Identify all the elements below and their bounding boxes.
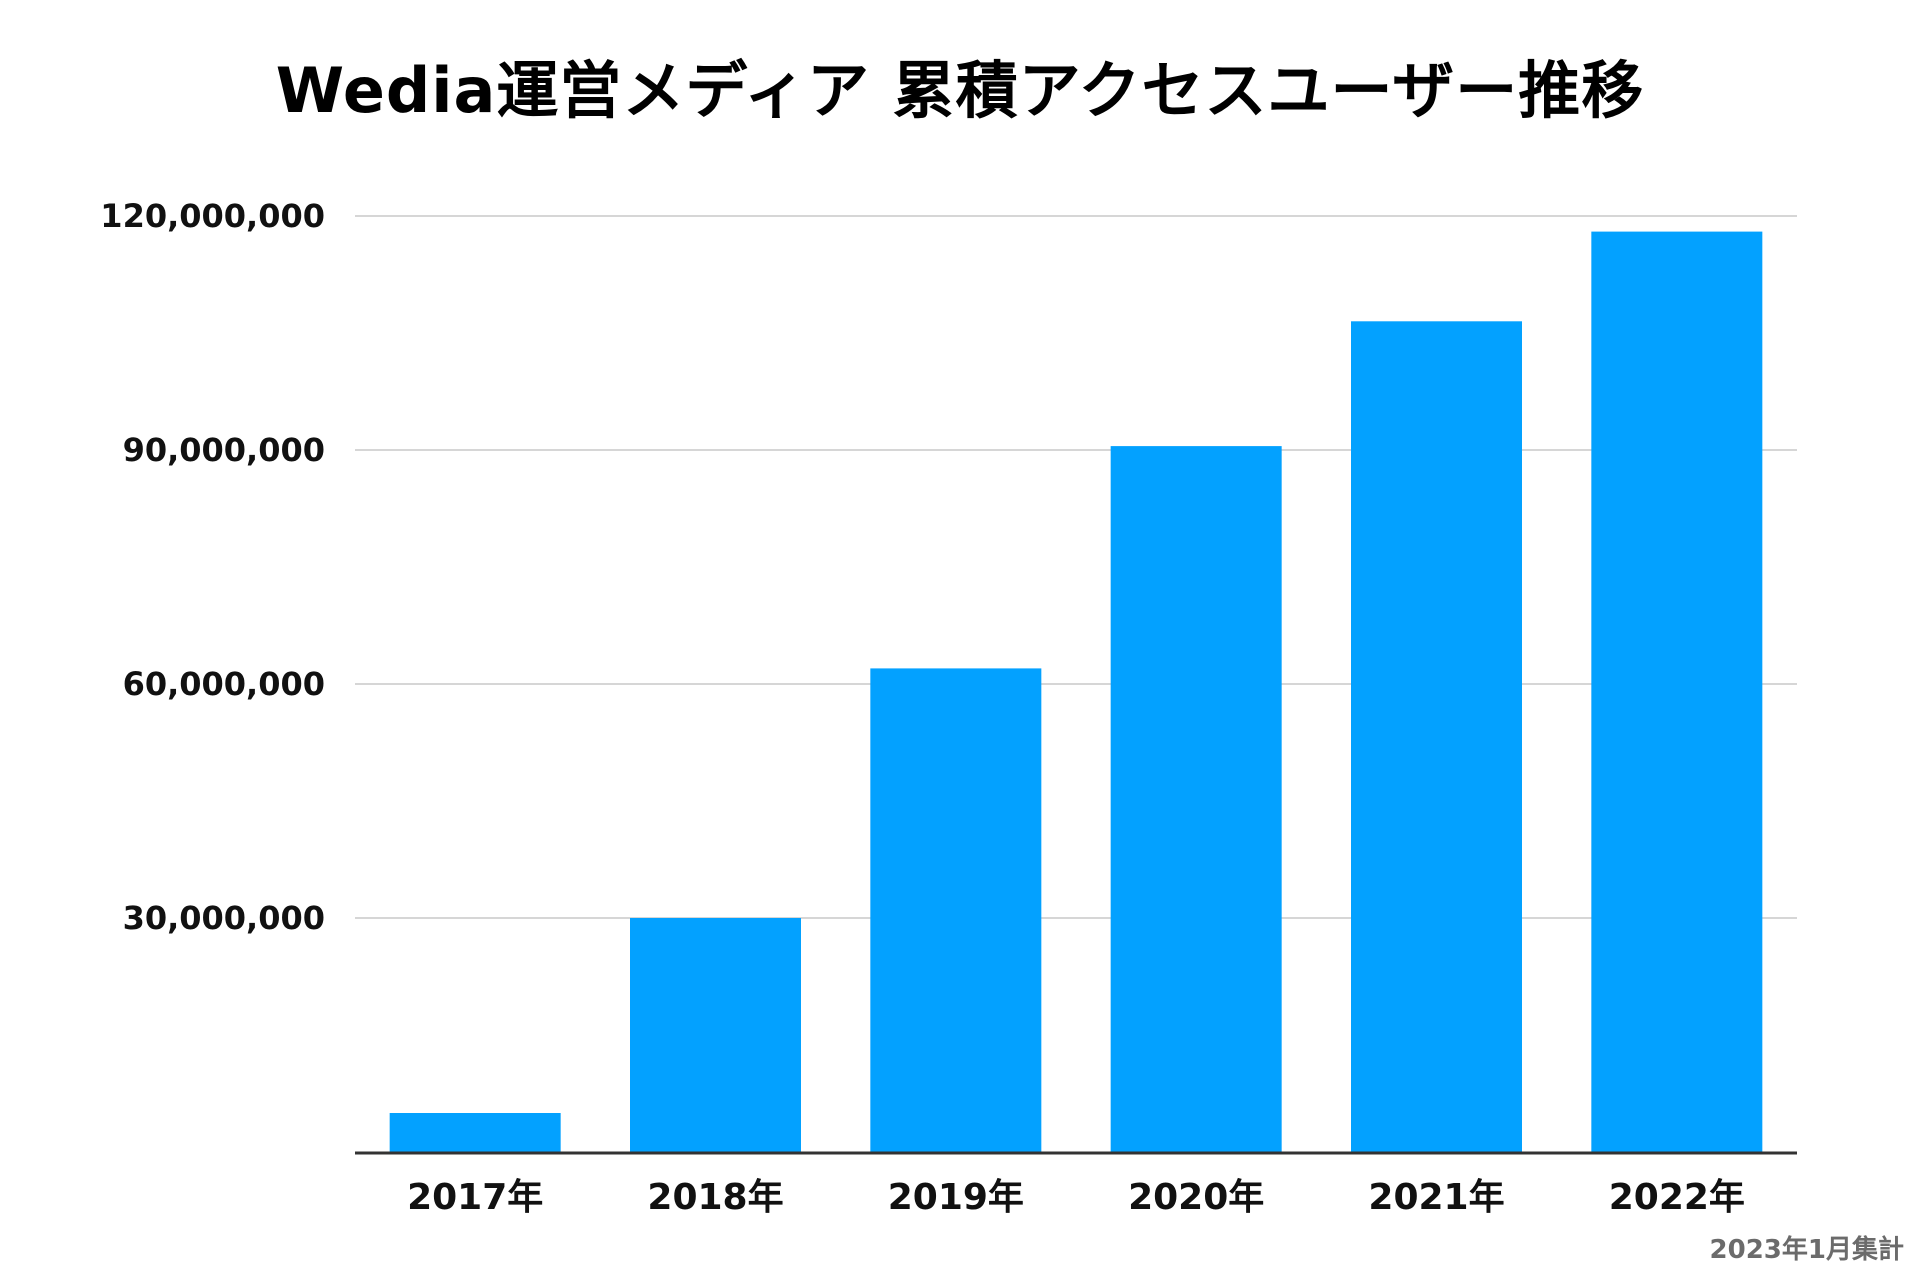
- bar-2017年: [389, 1113, 561, 1152]
- y-tick-label: 120,000,000: [100, 197, 325, 235]
- chart-title: Wedia運営メディア 累積アクセスユーザー推移: [275, 54, 1645, 127]
- x-tick-label: 2021年: [1368, 1177, 1504, 1218]
- bar-2021年: [1351, 321, 1522, 1152]
- bar-2022年: [1591, 231, 1763, 1153]
- x-tick-label: 2020年: [1128, 1177, 1264, 1218]
- x-tick-label: 2018年: [647, 1177, 783, 1218]
- footnote: 2023年1月集計: [1709, 1235, 1904, 1265]
- y-tick-label: 30,000,000: [123, 899, 325, 937]
- x-tick-label: 2017年: [407, 1177, 543, 1218]
- y-axis-tick-labels: 30,000,000 60,000,000 90,000,000 120,000,00…: [100, 197, 325, 937]
- x-axis-tick-labels: 2017年 2018年 2019年 2020年 2021年 2022年: [407, 1177, 1745, 1218]
- bar-2020年: [1110, 446, 1282, 1153]
- x-tick-label: 2022年: [1609, 1177, 1745, 1218]
- y-tick-label: 60,000,000: [123, 665, 325, 703]
- bar-2019年: [870, 668, 1042, 1152]
- y-tick-label: 90,000,000: [123, 431, 325, 469]
- gridlines: [355, 215, 1797, 919]
- bar-2018年: [630, 918, 801, 1152]
- bars: [389, 231, 1763, 1153]
- x-tick-label: 2019年: [888, 1177, 1024, 1218]
